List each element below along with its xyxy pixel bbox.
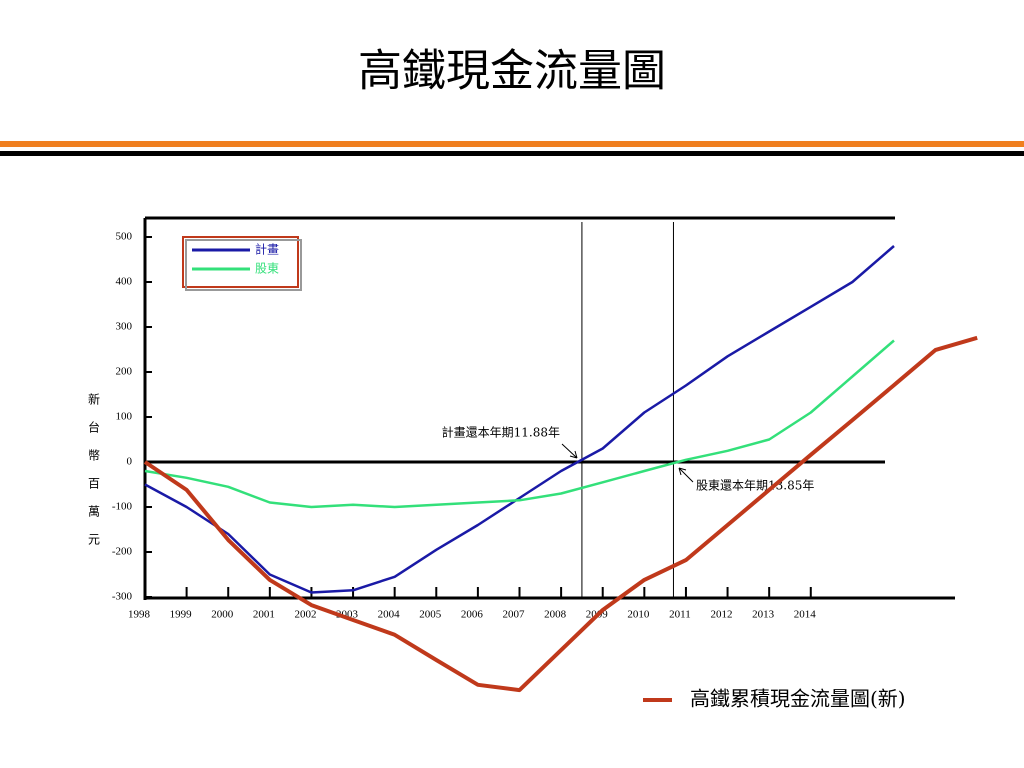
x-tick-label: 2014 xyxy=(794,609,817,621)
legend-label: 高鐵累積現金流量圖(新) xyxy=(690,687,906,711)
x-tick-label: 1999 xyxy=(170,609,193,621)
x-tick-label: 1998 xyxy=(128,609,151,621)
y-tick-label: -100 xyxy=(112,501,133,513)
y-tick-label: 0 xyxy=(127,456,133,468)
header-rule-orange xyxy=(0,141,1024,147)
legend-label: 計畫 xyxy=(255,242,279,257)
y-tick-label: 400 xyxy=(116,276,133,288)
legend-shadow xyxy=(185,239,302,291)
y-tick-label: 300 xyxy=(116,321,133,333)
series-line xyxy=(143,335,978,693)
y-axis-label-char: 萬 xyxy=(88,505,100,519)
series-line xyxy=(144,339,895,509)
legend-box xyxy=(182,236,299,288)
y-tick-label: 100 xyxy=(116,411,133,423)
y-axis-label-char: 元 xyxy=(88,533,100,547)
x-tick-label: 2011 xyxy=(669,609,691,621)
x-tick-label: 2012 xyxy=(711,609,733,621)
y-axis-label-char: 新 xyxy=(88,392,100,407)
x-tick-label: 2013 xyxy=(752,609,775,621)
y-tick-label: -200 xyxy=(112,546,133,558)
slide-title: 高鐵現金流量圖 xyxy=(358,46,666,97)
x-tick-label: 2006 xyxy=(461,609,484,621)
x-tick-label: 2004 xyxy=(378,609,401,621)
x-tick-label: 2007 xyxy=(503,609,526,621)
header-rule-black xyxy=(0,151,1024,156)
y-tick-label: 500 xyxy=(116,231,133,243)
x-tick-label: 2005 xyxy=(419,609,442,621)
annotation: 計畫還本年期11.88年 xyxy=(442,425,560,440)
x-tick-label: 2000 xyxy=(211,609,234,621)
y-tick-label: -300 xyxy=(112,591,133,603)
annotation: 股東還本年期13.85年 xyxy=(696,479,814,493)
annotation-arrow xyxy=(678,467,694,483)
series-line xyxy=(144,245,895,594)
y-tick-label: 200 xyxy=(116,366,133,378)
legend-label: 股東 xyxy=(255,262,279,276)
x-tick-label: 2008 xyxy=(544,609,567,621)
x-tick-label: 2010 xyxy=(627,609,650,621)
y-axis-label-char: 百 xyxy=(88,477,100,491)
x-tick-label: 2002 xyxy=(294,609,316,621)
x-tick-label: 2001 xyxy=(253,609,275,621)
y-axis-label-char: 台 xyxy=(88,420,100,435)
y-axis-label-char: 幣 xyxy=(88,449,100,463)
annotation-arrow xyxy=(561,443,578,459)
